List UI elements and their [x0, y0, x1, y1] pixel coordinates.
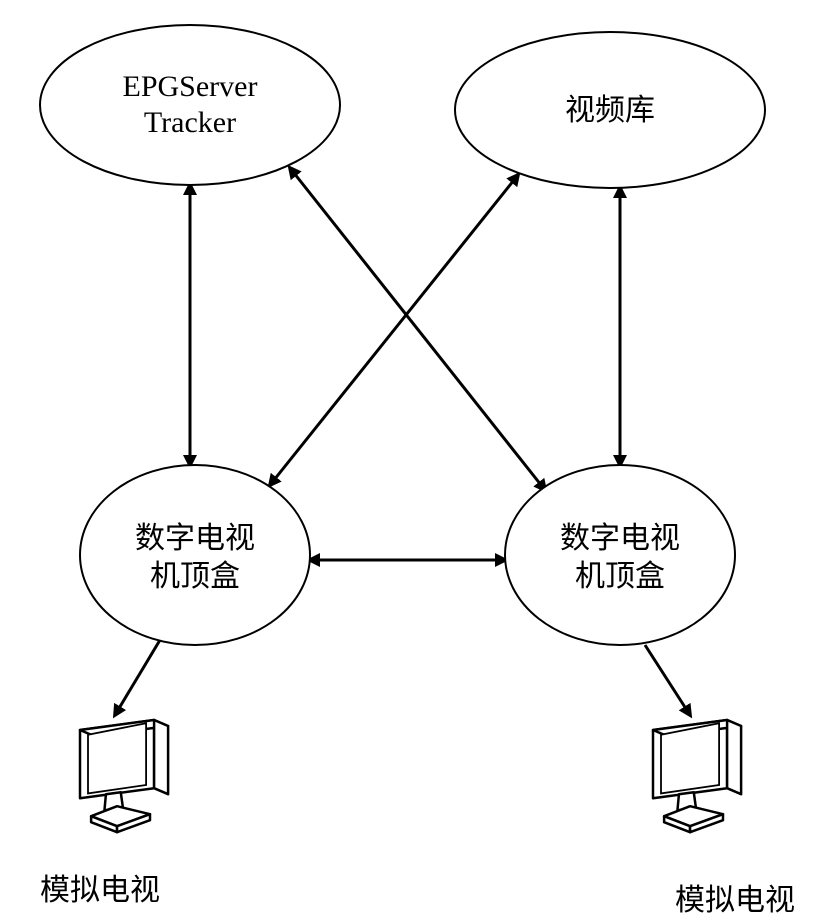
- caption-right: 模拟电视: [675, 884, 795, 917]
- arrow-2: [290, 168, 545, 490]
- nodes: EPGServerTracker视频库数字电视机顶盒数字电视机顶盒: [40, 25, 765, 645]
- monitor-right-icon: [653, 720, 741, 832]
- captions: 模拟电视 模拟电视: [40, 874, 795, 917]
- node-epg: EPGServerTracker: [40, 25, 340, 185]
- arrow-5: [115, 640, 160, 715]
- node-videolib-label-0: 视频库: [565, 94, 655, 127]
- node-epg-label-1: Tracker: [144, 106, 236, 139]
- caption-left: 模拟电视: [40, 874, 160, 907]
- monitor-left-icon: [80, 720, 168, 832]
- node-epg-label-0: EPGServer: [123, 70, 258, 103]
- monitors: [80, 720, 741, 832]
- node-videolib: 视频库: [455, 32, 765, 188]
- node-stb_right: 数字电视机顶盒: [505, 465, 735, 645]
- node-stb_left-label-1: 机顶盒: [150, 560, 240, 593]
- node-stb_right-label-1: 机顶盒: [575, 560, 665, 593]
- node-stb_right-label-0: 数字电视: [560, 522, 680, 555]
- node-stb_left: 数字电视机顶盒: [80, 465, 310, 645]
- arrow-3: [270, 175, 518, 485]
- node-stb_left-label-0: 数字电视: [135, 522, 255, 555]
- arrow-6: [645, 645, 690, 715]
- network-diagram: EPGServerTracker视频库数字电视机顶盒数字电视机顶盒 模拟电视模拟…: [0, 0, 840, 922]
